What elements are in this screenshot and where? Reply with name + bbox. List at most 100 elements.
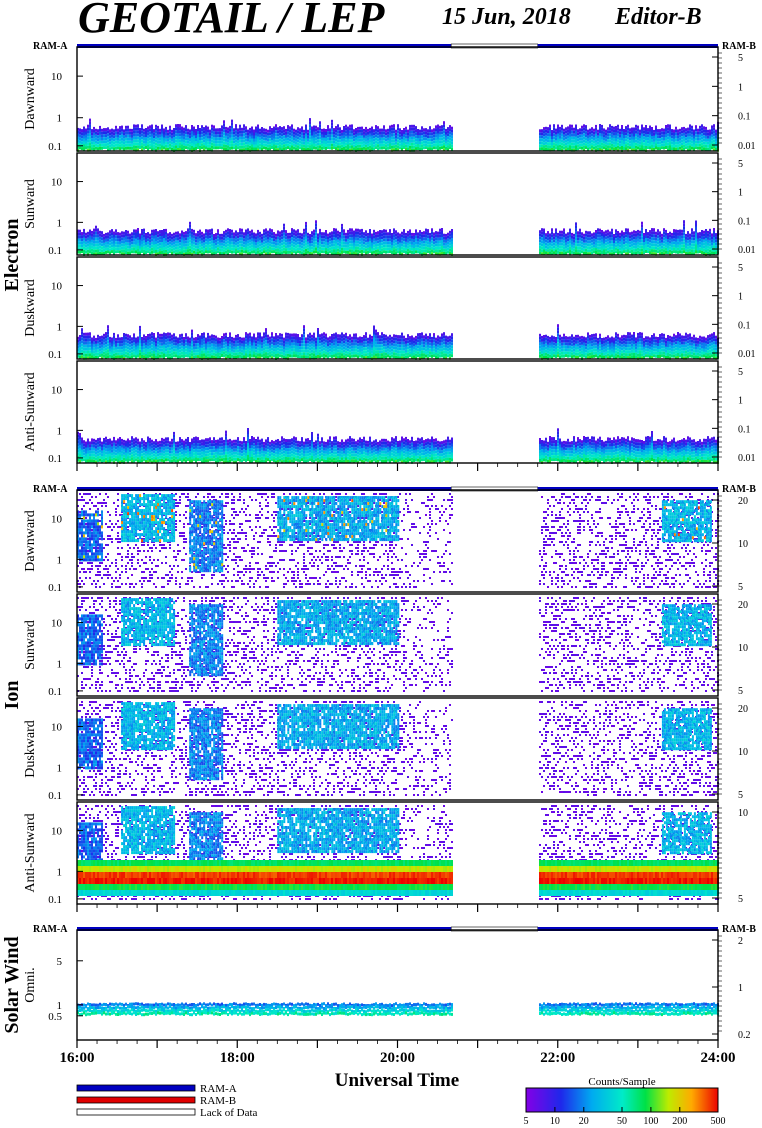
panel-ion-dawnward <box>77 493 719 588</box>
left-tick-label: 10 <box>51 385 63 397</box>
right-tick-label: 1 <box>738 82 743 93</box>
left-tick-label: 5 <box>57 956 63 968</box>
panel-label: Dawnward <box>23 68 38 129</box>
right-tick-label: 5 <box>738 367 743 378</box>
colorbar-tick-label: 100 <box>643 1116 658 1127</box>
ram-a-label: RAM-A <box>33 484 68 495</box>
left-tick-label: 1 <box>57 554 63 566</box>
x-tick-label: 20:00 <box>380 1050 415 1066</box>
right-tick-label: 10 <box>738 808 748 819</box>
ram-a-label: RAM-A <box>33 41 68 52</box>
colorbar-tick-label: 20 <box>579 1116 589 1127</box>
left-tick-label: 0.5 <box>48 1011 62 1023</box>
right-tick-label: 1 <box>738 396 743 407</box>
panel-solar-wind-omni- <box>77 1002 719 1016</box>
left-tick-label: 0.1 <box>48 686 62 698</box>
right-tick-label: 0.1 <box>738 216 751 227</box>
right-tick-label: 0.2 <box>738 1030 751 1041</box>
left-tick-label: 0.1 <box>48 141 62 153</box>
panel-ion-sunward <box>77 597 719 692</box>
right-tick-label: 5 <box>738 686 743 697</box>
left-tick-label: 1 <box>57 321 63 333</box>
left-tick-label: 0.1 <box>48 245 62 257</box>
legend-swatch <box>77 1109 195 1115</box>
right-tick-label: 5 <box>738 582 743 593</box>
right-tick-label: 0.1 <box>738 320 751 331</box>
colorbar-tick-label: 50 <box>617 1116 627 1127</box>
left-tick-label: 10 <box>51 177 63 189</box>
colorbar-tick-label: 10 <box>550 1116 560 1127</box>
right-tick-label: 1 <box>738 983 743 994</box>
right-tick-label: 0.01 <box>738 245 756 256</box>
group-label: Electron <box>1 219 23 292</box>
left-tick-label: 10 <box>51 618 63 630</box>
x-tick-label: 16:00 <box>60 1050 95 1066</box>
colorbar-tick-label: 200 <box>672 1116 687 1127</box>
legend-swatch <box>77 1085 195 1091</box>
left-tick-label: 0.1 <box>48 582 62 594</box>
left-tick-label: 10 <box>51 826 63 838</box>
left-tick-label: 1 <box>57 425 63 437</box>
legend-swatch <box>77 1097 195 1103</box>
left-tick-label: 1 <box>57 113 63 125</box>
right-tick-label: 0.1 <box>738 112 751 123</box>
panel-frame <box>77 930 718 1040</box>
right-tick-label: 20 <box>738 704 748 715</box>
right-tick-label: 20 <box>738 600 748 611</box>
left-tick-label: 10 <box>51 281 63 293</box>
right-tick-label: 1 <box>738 292 743 303</box>
right-tick-label: 0.1 <box>738 424 751 435</box>
ram-a-label: RAM-A <box>33 924 68 935</box>
panel-label: Sunward <box>23 179 38 229</box>
panel-ion-anti-sunward <box>77 805 719 900</box>
x-tick-label: 18:00 <box>220 1050 255 1066</box>
colorbar-tick-label: 500 <box>711 1116 726 1127</box>
legend-label: Lack of Data <box>200 1107 258 1119</box>
left-tick-label: 0.1 <box>48 349 62 361</box>
right-tick-label: 5 <box>738 159 743 170</box>
right-tick-label: 10 <box>738 643 748 654</box>
right-tick-label: 10 <box>738 747 748 758</box>
right-tick-label: 0.01 <box>738 453 756 464</box>
x-axis-label: Universal Time <box>335 1070 459 1091</box>
ram-b-label: RAM-B <box>722 484 756 495</box>
right-tick-label: 0.01 <box>738 349 756 360</box>
panel-label: Anti-Sunward <box>23 813 38 892</box>
right-tick-label: 5 <box>738 894 743 905</box>
left-tick-label: 10 <box>51 71 63 83</box>
right-tick-label: 20 <box>738 496 748 507</box>
right-tick-label: 2 <box>738 936 743 947</box>
panel-label: Duskward <box>23 279 38 337</box>
panel-label: Duskward <box>23 720 38 778</box>
spectrogram-chart: RAM-A RAM-BElectronDawnward 1010.1510.10.0… <box>0 0 762 1128</box>
panel-label: Sunward <box>23 620 38 670</box>
panel-electron-sunward <box>77 220 719 256</box>
legend-label: RAM-B <box>200 1095 236 1107</box>
panel-electron-dawnward <box>77 118 719 152</box>
left-tick-label: 1 <box>57 762 63 774</box>
right-tick-label: 5 <box>738 790 743 801</box>
right-tick-label: 10 <box>738 539 748 550</box>
panel-electron-anti-sunward <box>77 428 719 464</box>
panel-label: Dawnward <box>23 510 38 571</box>
left-tick-label: 10 <box>51 514 63 526</box>
x-tick-label: 24:00 <box>701 1050 736 1066</box>
right-tick-label: 5 <box>738 53 743 64</box>
ram-b-label: RAM-B <box>722 924 756 935</box>
left-tick-label: 0.1 <box>48 453 62 465</box>
panel-label: Omni. <box>23 967 38 1002</box>
left-tick-label: 1 <box>57 866 63 878</box>
right-tick-label: 0.01 <box>738 141 756 152</box>
colorbar-tick-label: 5 <box>524 1116 529 1127</box>
left-tick-label: 1 <box>57 658 63 670</box>
panel-electron-duskward <box>77 324 719 360</box>
x-tick-label: 22:00 <box>540 1050 575 1066</box>
right-tick-label: 1 <box>738 188 743 199</box>
left-tick-label: 0.1 <box>48 894 62 906</box>
group-label: Solar Wind <box>1 936 23 1033</box>
legend-label: RAM-A <box>200 1083 237 1095</box>
group-label: Ion <box>1 681 23 710</box>
ram-b-label: RAM-B <box>722 41 756 52</box>
left-tick-label: 0.1 <box>48 790 62 802</box>
left-tick-label: 1 <box>57 217 63 229</box>
